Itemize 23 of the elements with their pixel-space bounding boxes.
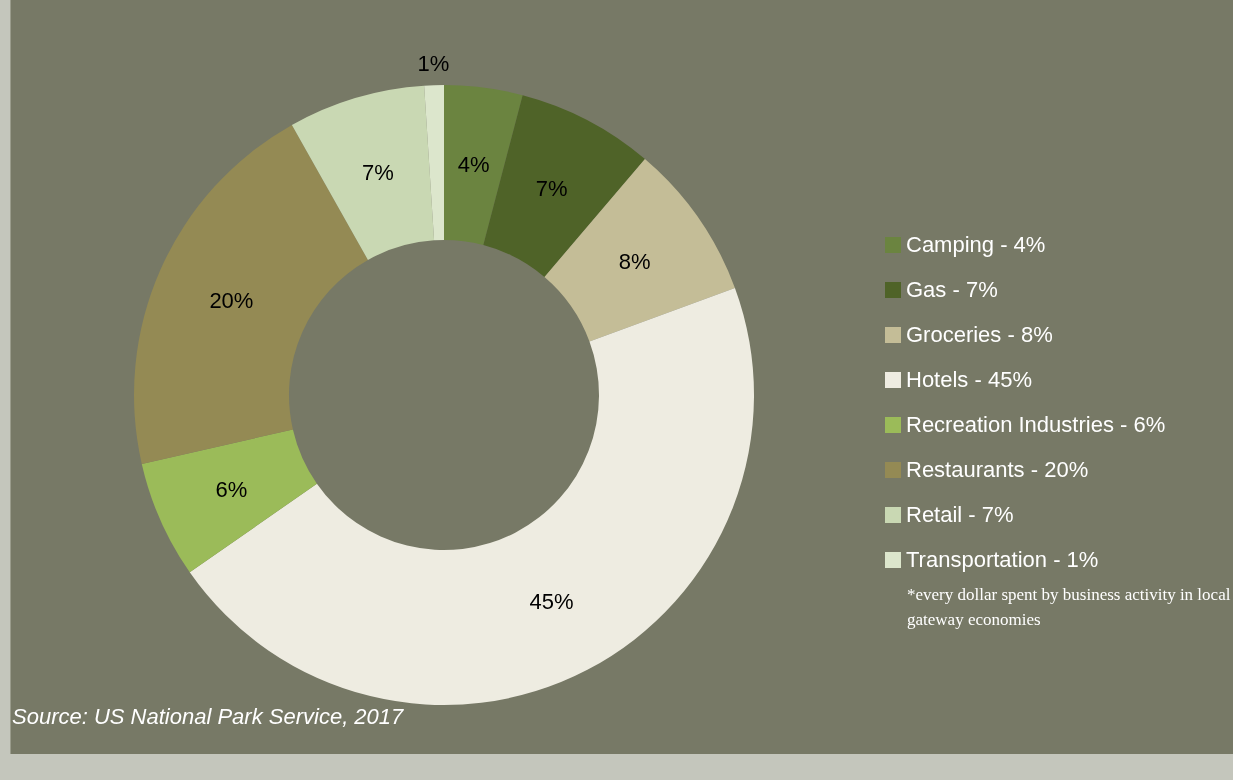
donut-slice — [291, 85, 435, 260]
data-label: 8% — [618, 249, 651, 275]
legend-label: Gas - 7% — [906, 276, 998, 303]
data-label: 20% — [209, 288, 254, 314]
data-label: 7% — [535, 176, 568, 202]
data-label: 4% — [457, 151, 490, 177]
legend-label: Transportation - 1% — [906, 546, 1099, 573]
donut-slice — [141, 429, 317, 573]
donut-slice — [424, 85, 444, 241]
data-label: 6% — [215, 476, 248, 502]
legend-label: Retail - 7% — [906, 501, 1014, 528]
data-label: 7% — [361, 159, 394, 185]
legend-label: Recreation Industries - 6% — [906, 411, 1166, 438]
source-note: Source: US National Park Service, 2017 — [12, 704, 404, 730]
donut-slice — [444, 85, 523, 246]
text: *every dollar spent by business activity in local gateway economies — [907, 584, 1232, 631]
legend-label: Hotels - 45% — [906, 366, 1032, 393]
legend-label: Restaurants - 20% — [906, 456, 1089, 483]
legend-label: Groceries - 8% — [906, 321, 1053, 348]
data-label: 45% — [529, 588, 574, 614]
legend-label: Camping - 4% — [906, 231, 1046, 258]
donut-slice — [189, 287, 754, 705]
data-label: 1% — [417, 50, 450, 76]
